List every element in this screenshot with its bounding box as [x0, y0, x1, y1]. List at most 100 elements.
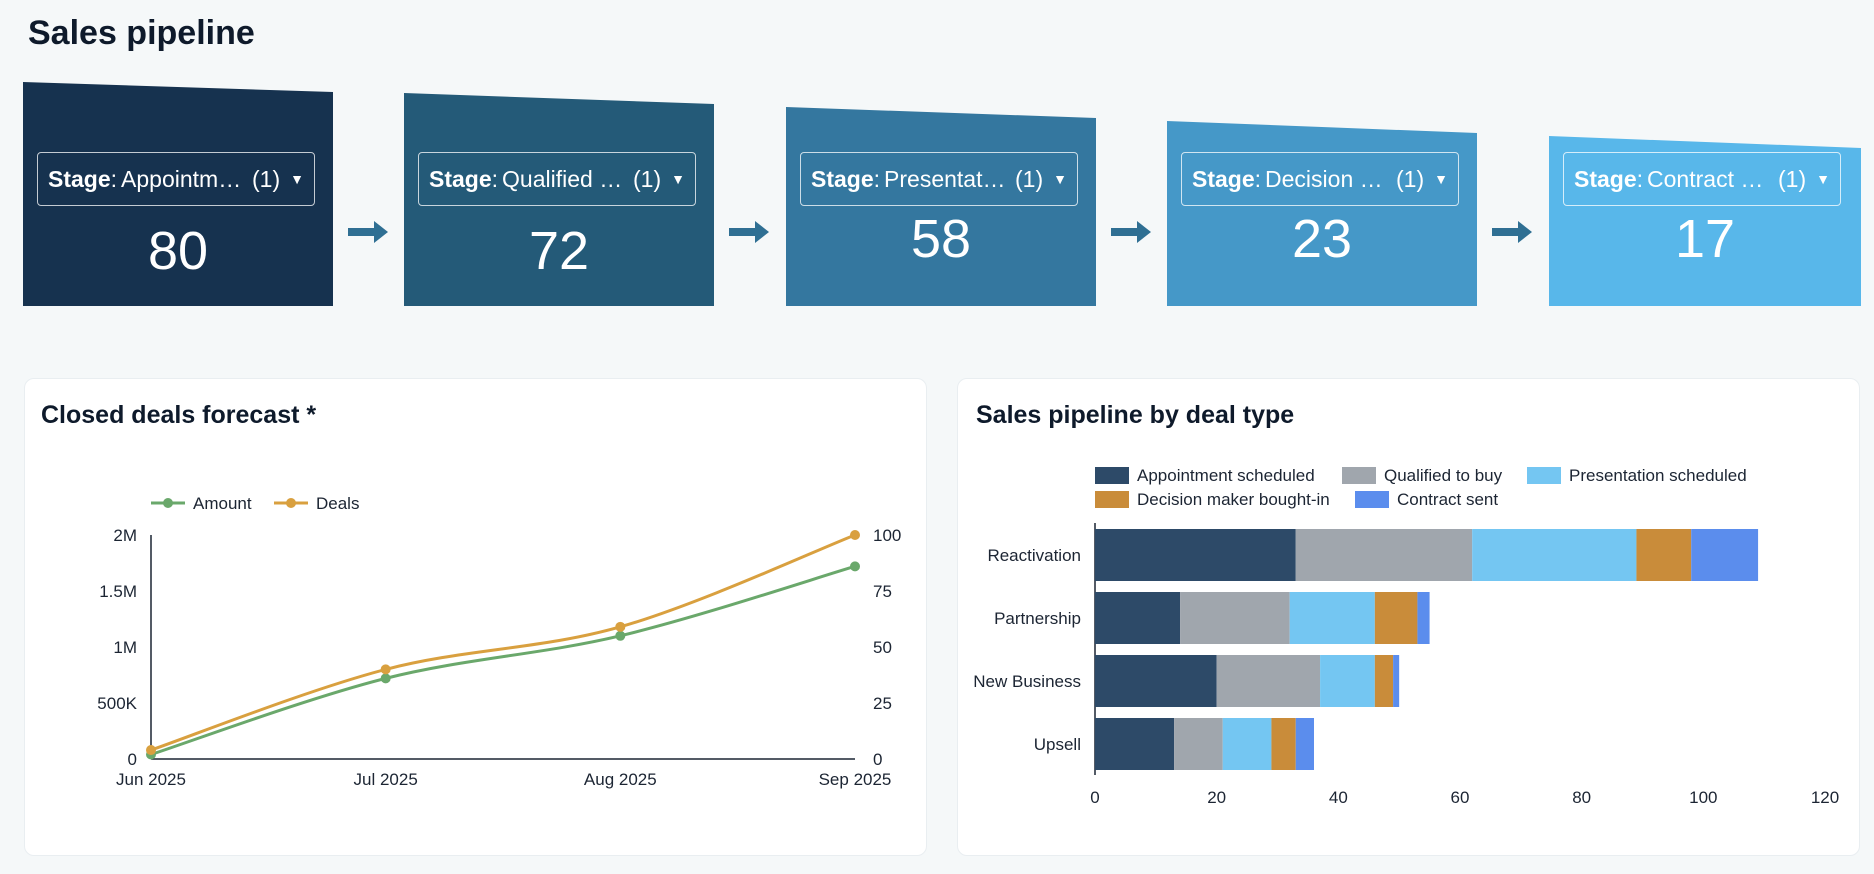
legend-swatch: [1355, 491, 1389, 508]
arrow-shape: [1492, 221, 1532, 243]
bar-segment: [1289, 592, 1375, 644]
bar-segment: [1095, 592, 1181, 644]
bar-segment: [1295, 529, 1473, 581]
stage-filter-key: Stage: [429, 165, 492, 192]
bar-segment: [1472, 529, 1637, 581]
stage-filter-value: Presentati…: [884, 165, 1008, 192]
legend-marker-amount: [163, 498, 173, 508]
forecast-card: Closed deals forecast * 0 500K 1M 1.5M 2M 0 25…: [24, 378, 927, 856]
data-point-amount: [380, 673, 391, 684]
legend-label: Contract sent: [1397, 490, 1498, 509]
funnel-stage-background: [404, 93, 714, 306]
bar-segment: [1374, 592, 1418, 644]
legend-swatch: [1095, 467, 1129, 484]
arrow-shape: [729, 221, 769, 243]
x-tick-label: Jun 2025: [116, 770, 186, 789]
category-label: Partnership: [994, 609, 1081, 628]
category-label: Reactivation: [987, 546, 1081, 565]
funnel-stage-shape: [23, 82, 333, 306]
stage-metric-value: 72: [528, 221, 590, 281]
series-line-amount: [150, 564, 856, 756]
funnel-stage-background: [1549, 136, 1861, 306]
stage-filter-value: Appointm…: [121, 165, 242, 192]
legend-label-deals: Deals: [316, 494, 359, 513]
data-point-deals: [380, 664, 391, 675]
arrow-right-icon: [1492, 221, 1532, 243]
stage-metric-value: 80: [147, 221, 209, 281]
bar-segment: [1295, 718, 1314, 770]
legend-label-amount: Amount: [193, 494, 252, 513]
stage-metric-value: 58: [910, 209, 972, 269]
stage-filter-dropdown[interactable]: Stage: Qualified t… (1) ▼: [418, 152, 696, 206]
stage-filter-separator: :: [1636, 165, 1644, 192]
bar-segment: [1374, 655, 1394, 707]
funnel-stage-shape: [1549, 136, 1861, 306]
stage-filter-separator: :: [1254, 165, 1262, 192]
pipeline-funnel: Stage: Appointm… (1) ▼ 80 Stage: Qualified t…(…: [0, 0, 1874, 320]
arrow-shape: [1111, 221, 1151, 243]
funnel-stage-5: Stage: Contract s… (1) ▼ 17: [1549, 136, 1861, 306]
stage-filter-dropdown[interactable]: Stage: Decision … (1) ▼: [1181, 152, 1459, 206]
stage-metric-value: 17: [1674, 209, 1736, 269]
y-left-tick-label: 2M: [113, 526, 137, 545]
funnel-stage-shape: [1167, 121, 1477, 306]
page-title: Sales pipeline: [28, 14, 255, 52]
x-tick-label: 100: [1689, 788, 1717, 807]
funnel-stage-1: Stage: Appointm… (1) ▼ 80: [23, 82, 333, 306]
stage-metric-value: 23: [1291, 209, 1353, 269]
arrow-right-icon: [1111, 221, 1151, 243]
y-left-tick-label: 1M: [113, 638, 137, 657]
chevron-down-icon: ▼: [290, 171, 304, 187]
x-tick-label: 120: [1811, 788, 1839, 807]
y-right-tick-label: 25: [873, 694, 892, 713]
bar-segment: [1222, 718, 1272, 770]
y-left-tick-label: 1.5M: [99, 582, 137, 601]
y-right-tick-label: 50: [873, 638, 892, 657]
series-line-deals: [150, 533, 856, 752]
stage-filter-value: Decision …: [1265, 165, 1383, 192]
x-tick-label: 60: [1451, 788, 1470, 807]
stage-filter-count: (1): [252, 165, 281, 192]
stage-filter-dropdown[interactable]: Stage: Contract s… (1) ▼: [1563, 152, 1841, 206]
arrow-right-icon: [729, 221, 769, 243]
stage-filter-key: Stage: [1192, 165, 1255, 192]
bar-segment: [1417, 592, 1430, 644]
legend-label: Presentation scheduled: [1569, 466, 1747, 485]
forecast-line-chart: 0 500K 1M 1.5M 2M 0 25 50 75 100 Jun 2025 Jul 2025 A…: [97, 494, 901, 789]
y-left-tick-label: 0: [128, 750, 137, 769]
stage-filter-key: Stage: [48, 165, 111, 192]
x-tick-label: 80: [1572, 788, 1591, 807]
legend-label: Appointment scheduled: [1137, 466, 1315, 485]
x-tick-label: Sep 2025: [819, 770, 892, 789]
arrow-shape: [348, 221, 388, 243]
bar-segment: [1174, 718, 1223, 770]
x-tick-label: Aug 2025: [584, 770, 657, 789]
funnel-stage-background: [786, 107, 1096, 306]
stage-filter-dropdown[interactable]: Stage: Presentati… (1) ▼: [800, 152, 1078, 206]
legend-swatch: [1342, 467, 1376, 484]
data-point-deals: [850, 530, 860, 540]
stage-filter-key: Stage: [811, 165, 874, 192]
y-right-tick-label: 0: [873, 750, 882, 769]
data-point-deals: [615, 621, 626, 632]
stage-filter-count: (1): [1396, 165, 1425, 192]
y-right-tick-label: 75: [873, 582, 892, 601]
data-point-deals: [146, 745, 156, 756]
funnel-stage-3: Stage: Presentati… (1) ▼ 58: [786, 107, 1096, 306]
funnel-stage-shape: [404, 93, 714, 306]
bar-segment: [1095, 655, 1217, 707]
bar-segment: [1216, 655, 1321, 707]
chevron-down-icon: ▼: [1816, 171, 1830, 187]
x-tick-label: 40: [1329, 788, 1348, 807]
stage-filter-value: Contract s…: [1647, 165, 1771, 192]
legend-swatch: [1095, 491, 1129, 508]
stage-filter-separator: :: [873, 165, 881, 192]
legend-swatch: [1527, 467, 1561, 484]
bar-segment: [1095, 718, 1175, 770]
forecast-card-title: Closed deals forecast *: [41, 401, 317, 429]
arrow-right-icon: [348, 221, 388, 243]
bar-segment: [1393, 655, 1400, 707]
bar-segment: [1320, 655, 1375, 707]
stage-filter-dropdown[interactable]: Stage: Appointm… (1) ▼: [37, 152, 315, 206]
funnel-stage-2: Stage: Qualified t… (1) ▼ 72: [404, 93, 714, 306]
